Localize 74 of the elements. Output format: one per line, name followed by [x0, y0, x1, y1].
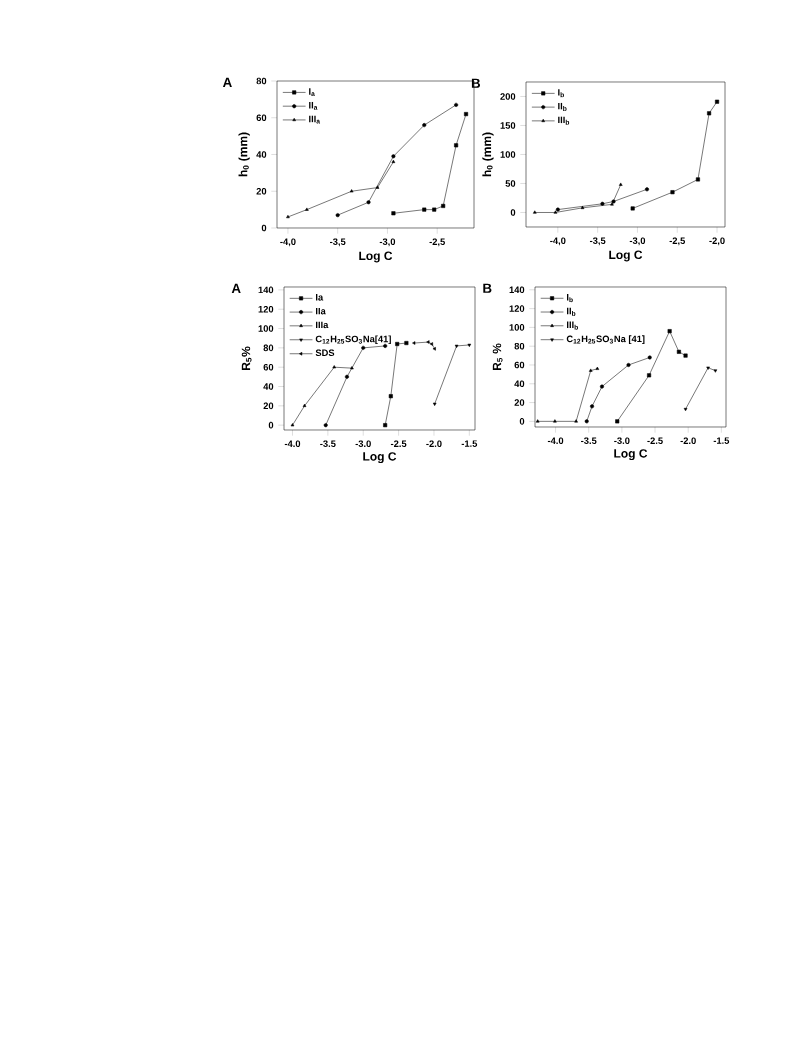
x-tick-label: -4,0 — [280, 238, 296, 247]
y-axis-title: h$_{0}$ (mm) — [482, 132, 494, 177]
y-tick-label: 60 — [514, 361, 525, 369]
chart-title: B — [471, 78, 481, 88]
legend-label: C$_{12}$H$_{25}$SO$_{3}$Na [41] — [566, 335, 645, 345]
x-tick-label: -4.0 — [547, 437, 564, 444]
y-tick-label: 20 — [514, 399, 525, 406]
y-tick-label: 80 — [256, 77, 267, 85]
x-tick-label: -3.5 — [581, 437, 597, 445]
legend-label: III$_{b}$ — [567, 321, 578, 330]
x-tick-label: -1.5 — [461, 440, 478, 447]
legend-label: I$_{b}$ — [567, 294, 573, 303]
y-tick-label: 0 — [261, 224, 267, 232]
legend-label: II$_{a}$ — [309, 101, 318, 110]
y-tick-label: 100 — [509, 324, 525, 331]
y-tick-label: 40 — [256, 151, 267, 158]
x-tick-label: -2,5 — [669, 237, 686, 246]
x-tick-label: -2.0 — [680, 437, 696, 444]
y-tick-label: 100 — [500, 151, 516, 158]
chart-title: A — [222, 77, 232, 87]
y-tick-label: 0 — [519, 418, 525, 425]
x-tick-label: -3,5 — [330, 238, 346, 247]
legend-label: IIa — [316, 307, 326, 315]
x-tick-label: -3,5 — [589, 237, 606, 246]
x-tick-label: -4.0 — [284, 440, 301, 447]
y-tick-label: 20 — [263, 402, 274, 410]
x-tick-label: -3.5 — [320, 440, 336, 448]
x-tick-label: -2.5 — [390, 440, 407, 447]
x-tick-label: -1.5 — [713, 437, 730, 444]
y-tick-label: 40 — [514, 380, 525, 388]
chart-title: B — [483, 283, 492, 293]
legend-label: C$_{12}$H$_{25}$SO$_{3}$Na[41] — [315, 335, 391, 345]
legend-label: III$_{b}$ — [558, 116, 570, 125]
y-tick-label: 200 — [500, 93, 516, 100]
y-tick-label: 0 — [268, 421, 274, 429]
y-tick-label: 120 — [509, 305, 525, 312]
y-axis-title: h$_{0}$ (mm) — [238, 132, 250, 177]
x-tick-label: -3,0 — [629, 237, 646, 246]
y-axis-title: R$_{5}$% — [241, 346, 252, 370]
x-axis-title: Log C — [363, 452, 397, 464]
y-tick-label: 80 — [263, 344, 274, 352]
y-tick-label: 80 — [514, 342, 525, 350]
y-tick-label: 60 — [256, 114, 267, 122]
x-tick-label: -2.0 — [426, 440, 442, 447]
x-tick-label: -2.5 — [647, 437, 663, 444]
y-tick-label: 50 — [505, 180, 516, 187]
x-axis-title: Log C — [359, 251, 393, 263]
legend-label: II$_{b}$ — [567, 307, 576, 316]
x-tick-label: -4,0 — [550, 237, 566, 246]
x-tick-label: -3.0 — [355, 440, 371, 448]
y-tick-label: 150 — [500, 122, 516, 129]
chart-title: A — [231, 283, 241, 293]
y-tick-label: 120 — [258, 305, 274, 313]
x-axis-title: Log C — [609, 250, 643, 262]
x-tick-label: -3.0 — [614, 437, 630, 445]
legend-label: II$_{b}$ — [558, 102, 567, 112]
x-tick-label: -2,5 — [429, 238, 445, 247]
y-tick-label: 40 — [263, 383, 274, 390]
y-axis-title: R$_{5}$ % — [492, 343, 503, 371]
x-tick-label: -2,0 — [709, 237, 725, 246]
legend-label: I$_{a}$ — [309, 88, 315, 97]
legend-label: SDS — [315, 349, 335, 357]
x-tick-label: -3,0 — [379, 238, 396, 247]
y-tick-label: 60 — [263, 363, 274, 371]
legend-label: I$_{b}$ — [558, 89, 564, 98]
y-tick-label: 20 — [256, 187, 267, 195]
legend-label: III$_{a}$ — [309, 115, 321, 124]
y-tick-label: 100 — [258, 325, 274, 332]
legend-label: IIIa — [316, 321, 329, 329]
x-axis-title: Log C — [614, 449, 648, 461]
y-tick-label: 140 — [258, 286, 274, 294]
y-tick-label: 0 — [510, 209, 516, 216]
legend-label: Ia — [316, 294, 324, 301]
y-tick-label: 140 — [509, 286, 525, 294]
